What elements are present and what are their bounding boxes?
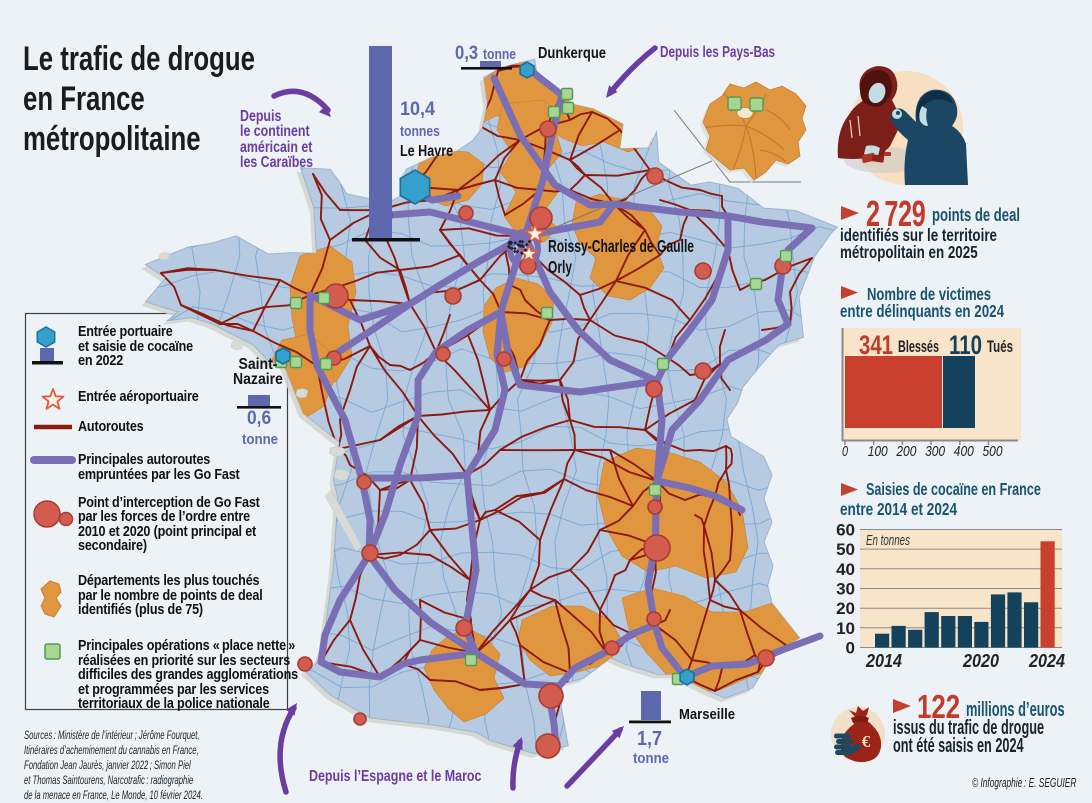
- svg-text:0: 0: [846, 639, 855, 658]
- svg-text:2024: 2024: [1028, 651, 1065, 671]
- svg-text:110: 110: [949, 330, 982, 360]
- svg-text:Blessés: Blessés: [898, 337, 939, 356]
- svg-text:2020: 2020: [962, 651, 999, 671]
- svg-text:200: 200: [896, 443, 917, 460]
- svg-text:Tués: Tués: [987, 337, 1013, 356]
- svg-text:En tonnes: En tonnes: [866, 532, 910, 549]
- svg-text:60: 60: [836, 521, 855, 540]
- svg-text:10: 10: [836, 619, 855, 638]
- svg-text:400: 400: [954, 443, 975, 460]
- svg-text:0: 0: [842, 443, 848, 460]
- svg-text:€: €: [862, 732, 871, 751]
- svg-text:300: 300: [925, 443, 946, 460]
- svg-text:20: 20: [836, 599, 855, 618]
- svg-text:2014: 2014: [865, 651, 902, 671]
- svg-text:100: 100: [868, 443, 889, 460]
- svg-text:30: 30: [836, 580, 855, 599]
- svg-text:40: 40: [836, 560, 855, 579]
- svg-text:341: 341: [859, 330, 893, 360]
- svg-text:500: 500: [983, 443, 1004, 460]
- svg-text:50: 50: [836, 540, 855, 559]
